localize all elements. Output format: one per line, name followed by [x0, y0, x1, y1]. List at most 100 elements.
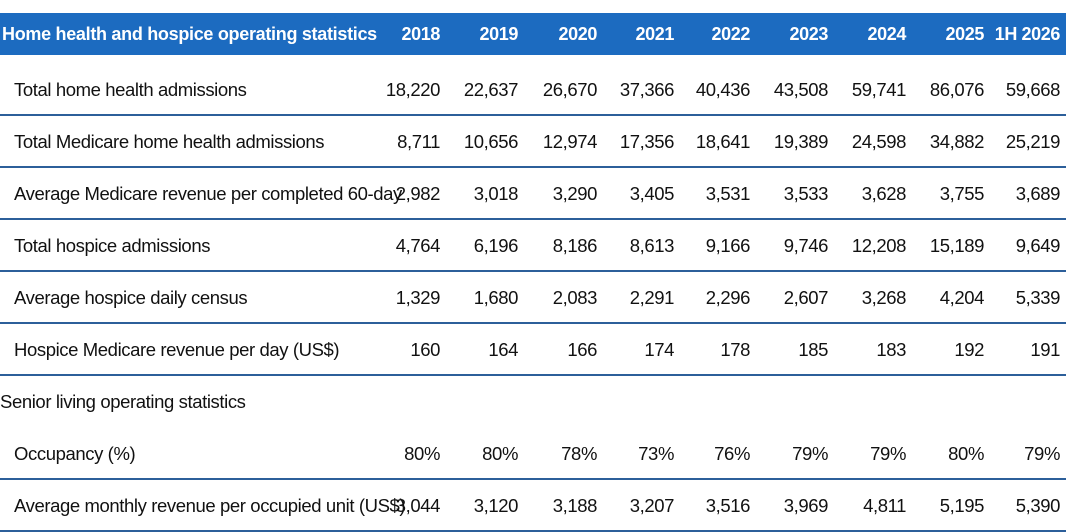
row-label: Hospice Medicare revenue per day (US$) — [14, 339, 340, 360]
value-cell: 73% — [638, 443, 674, 464]
value-cell: 5,195 — [939, 495, 985, 516]
value-cell: 9,649 — [1015, 235, 1061, 256]
value-cell: 3,044 — [395, 495, 441, 516]
section-title: Home health and hospice operating statis… — [2, 23, 377, 44]
value-cell: 37,366 — [619, 79, 675, 100]
year-header: 2020 — [558, 23, 598, 44]
value-cell: 3,268 — [861, 287, 907, 308]
value-cell: 3,969 — [783, 495, 829, 516]
table-row: Total Medicare home health admissions 8,7… — [0, 116, 1066, 168]
table-row: Occupancy (%) 80% 80% 78% 73% 76% 79% 79% 80% 79% — [0, 428, 1066, 480]
value-cell: 10,656 — [463, 131, 519, 152]
year-header: 2022 — [711, 23, 751, 44]
value-cell: 9,166 — [705, 235, 751, 256]
table-header-row: Home health and hospice operating statis… — [0, 13, 1066, 55]
value-cell: 8,613 — [629, 235, 675, 256]
row-label: Average hospice daily census — [14, 287, 248, 308]
year-header: 2021 — [635, 23, 675, 44]
value-cell: 79% — [1024, 443, 1060, 464]
value-cell: 183 — [876, 339, 906, 360]
value-cell: 3,516 — [705, 495, 751, 516]
table-row: Total home health admissions 18,220 22,637… — [0, 64, 1066, 116]
row-label: Total hospice admissions — [14, 235, 211, 256]
year-header: 2018 — [401, 23, 441, 44]
value-cell: 4,811 — [863, 495, 906, 516]
value-cell: 185 — [798, 339, 828, 360]
value-cell: 3,689 — [1015, 183, 1061, 204]
value-cell: 26,670 — [542, 79, 598, 100]
value-cell: 18,641 — [695, 131, 751, 152]
row-divider — [0, 114, 1066, 116]
value-cell: 59,668 — [1005, 79, 1061, 100]
row-divider — [0, 218, 1066, 220]
value-cell: 80% — [948, 443, 984, 464]
value-cell: 166 — [567, 339, 597, 360]
value-cell: 15,189 — [929, 235, 985, 256]
table-row: Hospice Medicare revenue per day (US$) 16… — [0, 324, 1066, 376]
value-cell: 76% — [714, 443, 750, 464]
value-cell: 25,219 — [1005, 131, 1061, 152]
value-cell: 2,291 — [629, 287, 675, 308]
year-header: 2019 — [479, 23, 519, 44]
row-label: Average Medicare revenue per completed 6… — [14, 183, 402, 204]
value-cell: 3,120 — [473, 495, 519, 516]
value-cell: 80% — [404, 443, 440, 464]
value-cell: 19,389 — [773, 131, 829, 152]
row-divider — [0, 478, 1066, 480]
value-cell: 3,531 — [705, 183, 751, 204]
section-title: Senior living operating statistics — [0, 391, 246, 412]
value-cell: 79% — [792, 443, 828, 464]
value-cell: 9,746 — [783, 235, 829, 256]
value-cell: 40,436 — [695, 79, 751, 100]
value-cell: 12,974 — [542, 131, 598, 152]
value-cell: 3,405 — [629, 183, 675, 204]
row-divider — [0, 166, 1066, 168]
value-cell: 164 — [488, 339, 518, 360]
value-cell: 22,637 — [463, 79, 519, 100]
value-cell: 59,741 — [851, 79, 907, 100]
section-header-row: Senior living operating statistics — [0, 376, 1066, 428]
value-cell: 3,533 — [783, 183, 829, 204]
value-cell: 2,296 — [705, 287, 751, 308]
value-cell: 1,329 — [395, 287, 441, 308]
value-cell: 43,508 — [773, 79, 829, 100]
value-cell: 80% — [482, 443, 518, 464]
value-cell: 178 — [720, 339, 750, 360]
value-cell: 34,882 — [929, 131, 985, 152]
value-cell: 4,764 — [395, 235, 441, 256]
year-header: 2024 — [867, 23, 907, 44]
value-cell: 18,220 — [385, 79, 441, 100]
year-header: 2025 — [945, 23, 985, 44]
value-cell: 6,196 — [473, 235, 519, 256]
value-cell: 86,076 — [929, 79, 985, 100]
row-divider — [0, 270, 1066, 272]
value-cell: 3,755 — [939, 183, 985, 204]
value-cell: 17,356 — [619, 131, 675, 152]
value-cell: 79% — [870, 443, 906, 464]
value-cell: 3,628 — [861, 183, 907, 204]
table-row: Total hospice admissions 4,764 6,196 8,186 8… — [0, 220, 1066, 272]
value-cell: 3,018 — [473, 183, 519, 204]
value-cell: 12,208 — [851, 235, 907, 256]
value-cell: 160 — [410, 339, 440, 360]
value-cell: 192 — [954, 339, 984, 360]
value-cell: 3,188 — [552, 495, 598, 516]
value-cell: 4,204 — [939, 287, 985, 308]
value-cell: 8,711 — [397, 131, 440, 152]
value-cell: 8,186 — [552, 235, 598, 256]
row-label: Occupancy (%) — [14, 443, 136, 464]
value-cell: 191 — [1030, 339, 1060, 360]
value-cell: 78% — [561, 443, 597, 464]
row-label: Average monthly revenue per occupied uni… — [14, 495, 406, 516]
value-cell: 2,982 — [395, 183, 441, 204]
value-cell: 3,207 — [629, 495, 675, 516]
year-header: 1H 2026 — [994, 23, 1061, 44]
table-row: Average monthly revenue per occupied uni… — [0, 480, 1066, 532]
value-cell: 174 — [644, 339, 674, 360]
value-cell: 5,339 — [1015, 287, 1061, 308]
value-cell: 2,607 — [783, 287, 829, 308]
row-divider — [0, 374, 1066, 376]
row-label: Total home health admissions — [14, 79, 247, 100]
table-row: Average hospice daily census 1,329 1,680 2,… — [0, 272, 1066, 324]
value-cell: 5,390 — [1015, 495, 1061, 516]
